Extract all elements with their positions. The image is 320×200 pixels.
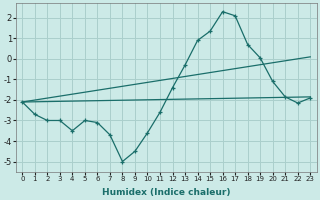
X-axis label: Humidex (Indice chaleur): Humidex (Indice chaleur) — [102, 188, 230, 197]
